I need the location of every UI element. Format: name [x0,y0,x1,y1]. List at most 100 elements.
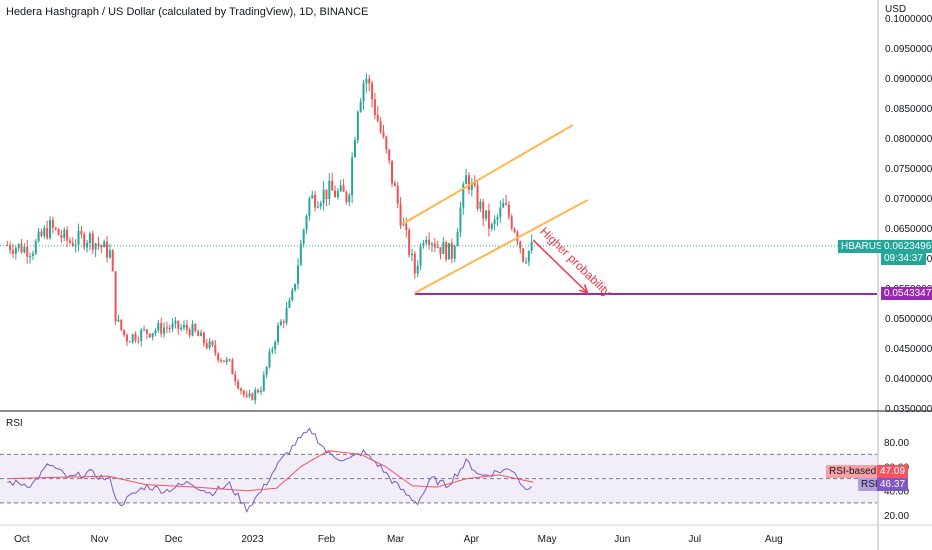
candle-body [57,228,60,236]
candle-body [291,289,294,301]
candle-body [40,231,43,237]
candle-body [197,331,200,337]
candle-body [265,366,268,375]
candle-body [305,216,308,230]
candle-body [43,228,46,237]
candle-body [182,324,185,328]
candle-body [496,216,499,220]
candle-body [202,332,205,344]
candle-body [351,157,354,196]
candle-body [465,175,468,185]
candle-body [63,229,66,238]
candle-body [177,320,180,330]
candle-body [137,340,140,342]
candle-body [353,140,356,158]
rsi-ma-value-tag: 47.09 [877,465,909,478]
candle-body [257,389,260,393]
candle-body [356,111,359,141]
last-price-tag: 0.06234961 [881,240,932,253]
candle-body [422,243,425,246]
candle-body [222,360,225,363]
candle-body [519,241,522,249]
candle-body [271,349,274,352]
candle-body [251,393,254,401]
rsi-label-tag: RSI [858,478,881,491]
candle-body [211,341,214,345]
candle-body [111,250,114,272]
candle-body [294,283,297,290]
candle-body [277,325,280,343]
rsi-line [7,427,533,514]
candle-body [248,393,251,397]
time-tick-label: May [537,534,557,545]
candle-body [470,182,473,190]
time-tick-label: Aug [764,534,783,545]
chart-title: Hedera Hashgraph / US Dollar (calculated… [6,6,369,18]
candle-body [131,334,134,342]
candle-body [425,239,428,244]
candle-body [450,243,453,259]
projection-arrow [532,239,589,294]
candle-body [120,319,123,330]
candle-body [522,248,525,262]
candle-body [467,175,470,190]
candle-body [259,390,262,393]
candle-body [194,324,197,332]
candle-body [362,83,365,102]
rsi-tick-label: 80.00 [884,438,909,449]
level-price-tag: 0.05433477 [881,287,932,300]
candle-body [51,220,54,228]
candle-body [405,223,408,231]
candle-body [239,388,242,391]
candle-body [282,321,285,323]
candle-body [83,234,86,248]
candle-body [419,245,422,266]
candle-body [487,210,490,229]
candle-body [100,245,103,248]
countdown-tag: 09:34:37 [881,252,926,265]
candle-body [399,203,402,226]
currency-label: USD [885,4,907,15]
candle-body [80,230,83,235]
candle-body [328,180,331,199]
candle-body [279,321,282,326]
candle-body [322,189,325,204]
candle-body [311,194,314,199]
candle-body [20,244,23,253]
candle-body [9,245,12,251]
candle-body [71,242,74,247]
candles [6,73,533,405]
candle-body [37,231,40,242]
candle-body [490,224,493,229]
candle-body [174,320,177,324]
candle-body [151,333,154,338]
candle-body [214,344,217,354]
candle-body [302,229,305,244]
candle-body [393,183,396,187]
candle-body [88,233,91,244]
candle-body [368,78,371,84]
candle-body [163,327,166,334]
candle-body [342,185,345,192]
candle-body [94,243,97,250]
candle-body [314,194,317,208]
candle-body [108,250,111,258]
candle-body [91,233,94,250]
candle-body [200,332,203,337]
candle-body [325,189,328,199]
candle-body [77,230,80,245]
candle-body [482,201,485,219]
candle-body [106,241,109,258]
candle-body [262,374,265,391]
candle-body [445,241,448,260]
candle-body [31,253,34,256]
candle-body [220,360,223,362]
candle-body [165,327,168,329]
candle-body [160,322,163,334]
candle-body [254,389,257,401]
